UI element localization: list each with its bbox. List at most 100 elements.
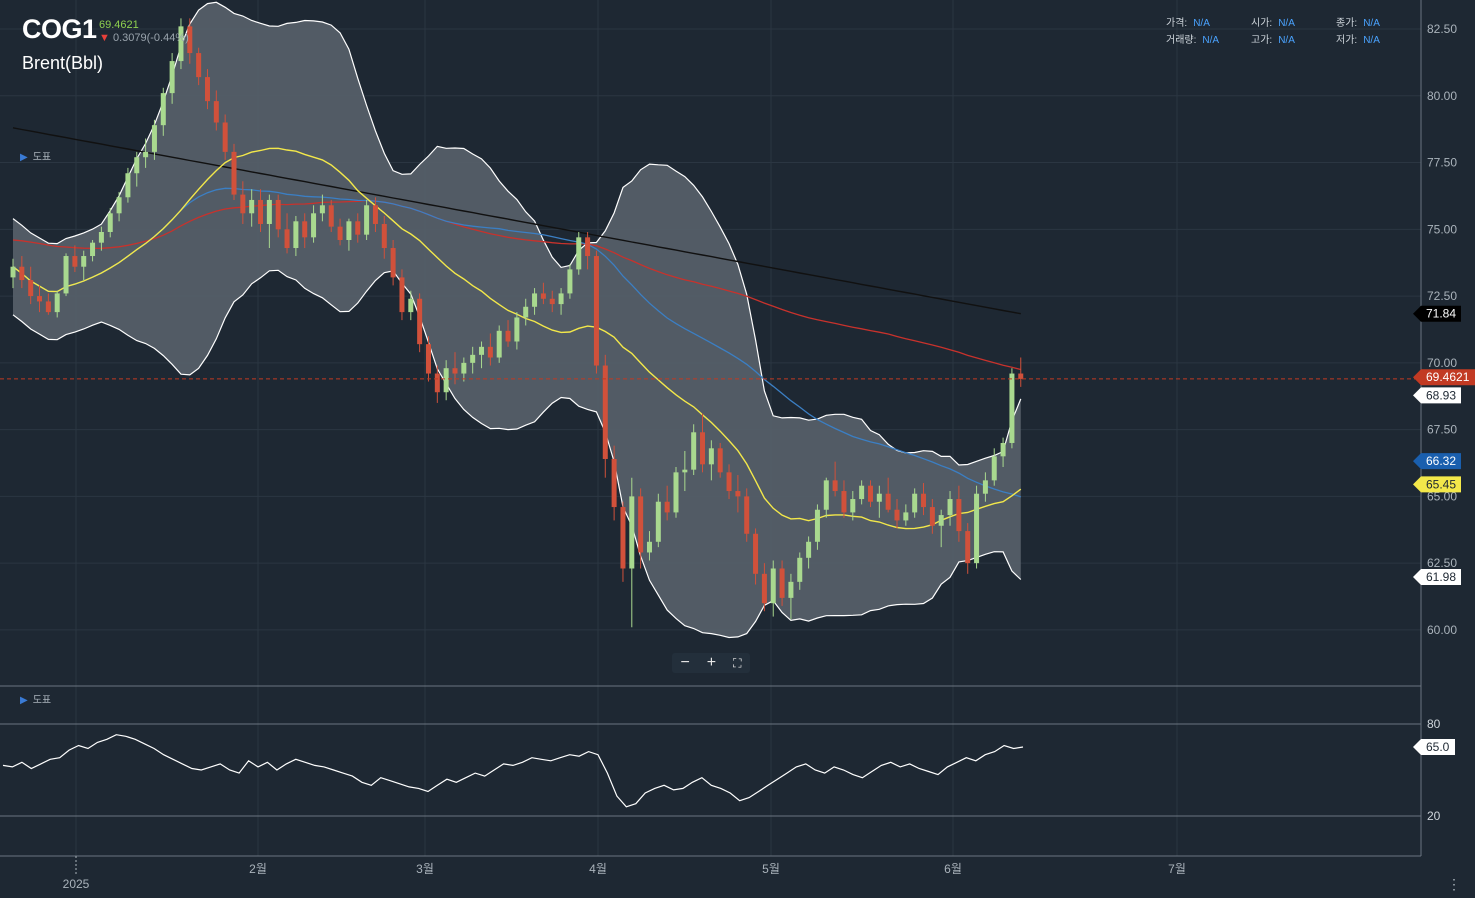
price-tag-text: 65.45 — [1426, 477, 1456, 491]
symbol-title: COG1 — [22, 14, 97, 44]
candle-body — [169, 61, 175, 94]
candle-body — [240, 194, 246, 214]
candle-body — [390, 248, 396, 278]
candle-body — [125, 173, 131, 198]
candle-body — [81, 256, 87, 267]
candle-body — [222, 122, 228, 152]
price-tag-last: 69.4621 — [1413, 369, 1475, 386]
candle-body — [682, 469, 688, 473]
candle-body — [956, 499, 962, 532]
osc-last-tag: 65.0 — [1413, 739, 1455, 755]
price-tag-bg — [1413, 453, 1461, 470]
y-tick-label: 75.00 — [1427, 222, 1457, 236]
x-tick-label: 7월 — [1168, 862, 1186, 876]
candle-body — [646, 541, 652, 553]
candle-body — [903, 512, 909, 521]
candle-body — [921, 493, 927, 508]
candle-body — [160, 93, 166, 126]
info-low: 저가: N/A — [1336, 35, 1380, 46]
main-chart-toggle[interactable]: ▶ 도표 — [20, 152, 52, 163]
candle-body — [717, 448, 723, 473]
price-change-text: 0.3079(-0.44%) — [112, 32, 189, 44]
price-tag-yellow: 65.45 — [1413, 476, 1461, 493]
candle-body — [90, 242, 96, 257]
price-change: ▼ 0.3079(-0.44%) — [99, 32, 189, 44]
candle-body — [381, 223, 387, 249]
candle-body — [991, 456, 997, 481]
info-col-3: 종가: N/A 저가: N/A — [1336, 15, 1380, 49]
candle-body — [832, 480, 838, 492]
candle-body — [54, 293, 60, 313]
price-tag-white: 61.98 — [1413, 569, 1461, 586]
price-tag-bg — [1413, 369, 1475, 386]
fullscreen-button[interactable]: ⛶ — [733, 656, 742, 670]
more-options-icon[interactable]: ⋮ — [1447, 876, 1461, 892]
candle-body — [266, 199, 272, 224]
candle-body — [337, 226, 343, 241]
candle-body — [434, 373, 440, 393]
price-tag-white: 68.93 — [1413, 387, 1461, 404]
candle-body — [72, 256, 78, 267]
candle-body — [549, 298, 555, 305]
down-arrow-icon: ▼ — [99, 32, 110, 44]
info-high: 고가: N/A — [1251, 35, 1295, 46]
candle-body — [540, 293, 546, 299]
info-col-1: 가격: N/A 거래량: N/A — [1166, 15, 1219, 49]
candle-body — [726, 472, 732, 492]
info-close: 종가: N/A — [1336, 18, 1380, 29]
candle-body — [814, 509, 820, 542]
candle-body — [417, 298, 423, 345]
zoom-in-button[interactable]: + — [706, 654, 717, 671]
candle-body — [735, 491, 741, 497]
candle-body — [372, 205, 378, 224]
candle-body — [629, 496, 635, 569]
candle-body — [63, 256, 69, 294]
candle-body — [45, 301, 51, 313]
y-tick-label: 82.50 — [1427, 22, 1457, 36]
candle-body — [894, 509, 900, 521]
candle-body — [753, 533, 759, 574]
candle-body — [302, 221, 308, 238]
x-tick-label: 2025 — [63, 877, 90, 891]
sma100-line — [12, 199, 1021, 371]
candle-body — [593, 256, 599, 366]
price-tag-bg — [1413, 476, 1461, 493]
candle-body — [885, 493, 891, 510]
candle-body — [10, 266, 16, 278]
candle-body — [134, 157, 140, 174]
candle-body — [867, 485, 873, 502]
x-tick-label: 3월 — [416, 862, 434, 876]
play-icon: ▶ — [20, 152, 28, 163]
candle-body — [461, 362, 467, 374]
candle-body — [258, 199, 264, 224]
x-tick-label: 4월 — [589, 862, 607, 876]
price-tag-text: 66.32 — [1426, 454, 1456, 468]
candle-body — [532, 293, 538, 307]
price-tag-text: 68.93 — [1426, 388, 1456, 402]
candle-body — [770, 568, 776, 604]
candle-body — [806, 541, 812, 558]
candle-body — [19, 266, 25, 281]
candle-body — [319, 205, 325, 214]
price-tag-black: 71.84 — [1413, 305, 1461, 322]
candle-body — [284, 229, 290, 249]
x-tick-label: 5월 — [762, 862, 780, 876]
candle-body — [523, 306, 529, 318]
info-col-2: 시가: N/A 고가: N/A — [1251, 15, 1295, 49]
zoom-out-button[interactable]: − — [680, 654, 690, 671]
candle-body — [691, 432, 697, 470]
candle-body — [355, 221, 361, 235]
sub-chart-toggle[interactable]: ▶ 도표 — [20, 695, 52, 706]
candle-body — [143, 151, 149, 158]
x-tick-label: 2월 — [249, 862, 267, 876]
osc-last-tag-text: 65.0 — [1426, 740, 1450, 754]
candle-body — [585, 237, 591, 257]
candle-body — [929, 507, 935, 526]
y-tick-label: 62.50 — [1427, 556, 1457, 570]
y-tick-label: 65.00 — [1427, 489, 1457, 503]
candle-body — [947, 499, 953, 516]
osc-tick-label: 80 — [1427, 717, 1441, 731]
candle-body — [558, 293, 564, 305]
candle-body — [673, 472, 679, 513]
